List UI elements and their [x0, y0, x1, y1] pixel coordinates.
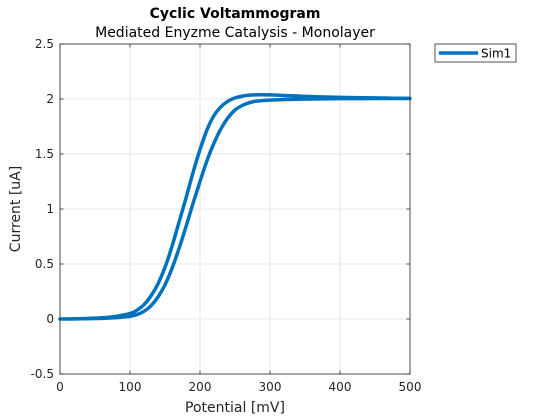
x-axis-label: Potential [mV] [185, 400, 285, 416]
y-tick-label: 0.5 [35, 257, 54, 271]
y-tick-label: 1.5 [35, 147, 54, 161]
y-tick-label: 0 [46, 312, 54, 326]
y-tick-label: 1 [46, 202, 54, 216]
chart-title: Cyclic Voltammogram [150, 6, 321, 22]
series-layer [58, 93, 412, 321]
x-tick-label: 200 [189, 380, 212, 394]
y-axis-label: Current [uA] [8, 166, 24, 252]
y-tick-label: 2 [46, 92, 54, 106]
x-tick-label: 300 [259, 380, 282, 394]
y-tick-label: 2.5 [35, 37, 54, 51]
x-tick-label: 0 [56, 380, 64, 394]
y-tick-label: -0.5 [31, 367, 54, 381]
legend-label-sim1: Sim1 [481, 47, 511, 61]
x-tick-label: 500 [399, 380, 422, 394]
legend[interactable]: Sim1 [434, 43, 517, 63]
tick-labels: 0 100 200 300 400 500-0.500.511.522.5 [31, 37, 422, 394]
chart-subtitle: Mediated Enyzme Catalysis - Monolayer [95, 25, 375, 41]
series-line-sim1 [58, 93, 412, 321]
plot-frame [59, 43, 411, 375]
x-tick-label: 400 [329, 380, 352, 394]
x-tick-label: 100 [119, 380, 142, 394]
